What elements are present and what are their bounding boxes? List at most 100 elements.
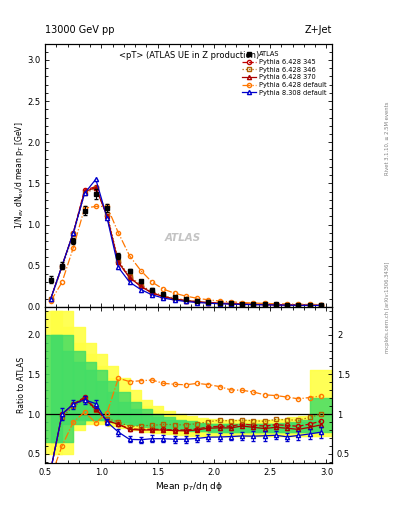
Pythia 8.308 default <box>307 302 312 308</box>
Pythia 6.428 345 <box>228 301 233 307</box>
Pythia 6.428 370 <box>195 299 199 305</box>
Pythia 6.428 370 <box>274 302 278 308</box>
Pythia 6.428 370 <box>296 302 301 308</box>
Pythia 6.428 default <box>48 298 53 304</box>
Pythia 6.428 default <box>172 290 177 296</box>
Pythia 6.428 370 <box>94 184 98 190</box>
Pythia 6.428 345 <box>251 301 256 307</box>
Pythia 8.308 default <box>48 295 53 302</box>
Pythia 6.428 default <box>251 300 256 306</box>
Pythia 6.428 370 <box>105 213 109 219</box>
Pythia 6.428 345 <box>127 274 132 280</box>
Pythia 6.428 default <box>105 203 109 209</box>
Pythia 6.428 346 <box>228 300 233 306</box>
Pythia 6.428 370 <box>150 290 154 296</box>
Pythia 8.308 default <box>285 302 289 308</box>
Pythia 6.428 default <box>71 245 76 251</box>
Pythia 6.428 345 <box>296 302 301 308</box>
Pythia 6.428 345 <box>138 283 143 289</box>
Pythia 6.428 346 <box>60 264 64 270</box>
Text: ATLAS: ATLAS <box>165 233 201 243</box>
Pythia 6.428 370 <box>217 300 222 306</box>
Text: Rivet 3.1.10, ≥ 2.5M events: Rivet 3.1.10, ≥ 2.5M events <box>385 101 389 175</box>
Pythia 6.428 370 <box>307 302 312 308</box>
Pythia 6.428 345 <box>318 302 323 308</box>
Pythia 6.428 370 <box>48 295 53 302</box>
Pythia 6.428 default <box>138 268 143 274</box>
Pythia 6.428 346 <box>82 190 87 196</box>
Line: Pythia 6.428 370: Pythia 6.428 370 <box>49 185 323 307</box>
Pythia 8.308 default <box>127 279 132 285</box>
Text: mcplots.cern.ch [arXiv:1306.3436]: mcplots.cern.ch [arXiv:1306.3436] <box>385 262 389 353</box>
Pythia 8.308 default <box>251 302 256 308</box>
Pythia 6.428 345 <box>48 295 53 302</box>
Pythia 8.308 default <box>172 297 177 303</box>
Pythia 6.428 370 <box>172 296 177 302</box>
Pythia 6.428 370 <box>60 263 64 269</box>
Pythia 6.428 345 <box>94 184 98 190</box>
Pythia 8.308 default <box>274 302 278 308</box>
Pythia 8.308 default <box>71 230 76 236</box>
Pythia 8.308 default <box>60 263 64 269</box>
Pythia 6.428 345 <box>206 300 211 306</box>
Pythia 6.428 345 <box>184 297 188 304</box>
Pythia 6.428 default <box>94 203 98 209</box>
Pythia 6.428 370 <box>318 302 323 308</box>
Line: Pythia 6.428 345: Pythia 6.428 345 <box>49 185 323 307</box>
Pythia 6.428 345 <box>307 302 312 308</box>
Line: Pythia 6.428 346: Pythia 6.428 346 <box>49 186 323 307</box>
Pythia 6.428 346 <box>195 298 199 305</box>
Pythia 6.428 default <box>82 205 87 211</box>
Pythia 6.428 default <box>228 299 233 305</box>
Pythia 8.308 default <box>161 295 166 301</box>
Pythia 6.428 default <box>206 297 211 303</box>
Pythia 6.428 346 <box>206 299 211 305</box>
Pythia 6.428 346 <box>127 273 132 280</box>
Pythia 6.428 346 <box>296 302 301 308</box>
Pythia 6.428 370 <box>127 274 132 281</box>
Pythia 8.308 default <box>184 298 188 305</box>
Pythia 6.428 370 <box>82 188 87 195</box>
Pythia 6.428 370 <box>240 301 244 307</box>
Pythia 8.308 default <box>206 300 211 306</box>
Line: Pythia 6.428 default: Pythia 6.428 default <box>49 204 323 307</box>
Text: 13000 GeV pp: 13000 GeV pp <box>45 25 115 35</box>
Pythia 8.308 default <box>138 286 143 292</box>
Pythia 6.428 346 <box>71 231 76 238</box>
Pythia 8.308 default <box>318 303 323 309</box>
Pythia 6.428 346 <box>274 302 278 308</box>
Pythia 6.428 345 <box>82 187 87 193</box>
Pythia 6.428 default <box>262 301 267 307</box>
Pythia 8.308 default <box>296 302 301 308</box>
Pythia 6.428 default <box>116 230 121 236</box>
Pythia 6.428 345 <box>71 230 76 236</box>
Pythia 6.428 default <box>307 302 312 308</box>
Pythia 6.428 345 <box>274 302 278 308</box>
Pythia 6.428 370 <box>285 302 289 308</box>
Pythia 6.428 345 <box>262 302 267 308</box>
Pythia 6.428 370 <box>262 302 267 308</box>
Pythia 6.428 default <box>60 279 64 285</box>
Pythia 6.428 346 <box>116 258 121 264</box>
Pythia 6.428 345 <box>240 301 244 307</box>
Pythia 6.428 default <box>274 301 278 307</box>
Pythia 6.428 370 <box>251 301 256 307</box>
Pythia 6.428 default <box>127 253 132 259</box>
Pythia 6.428 default <box>150 279 154 285</box>
Text: Z+Jet: Z+Jet <box>305 25 332 35</box>
Pythia 8.308 default <box>105 215 109 221</box>
Pythia 6.428 default <box>318 302 323 308</box>
X-axis label: Mean p$_{T}$/dη dϕ: Mean p$_{T}$/dη dϕ <box>155 480 222 493</box>
Pythia 6.428 345 <box>195 298 199 305</box>
Pythia 6.428 default <box>217 298 222 304</box>
Line: Pythia 8.308 default: Pythia 8.308 default <box>49 177 323 308</box>
Pythia 6.428 345 <box>161 293 166 300</box>
Pythia 8.308 default <box>228 301 233 307</box>
Pythia 6.428 346 <box>240 301 244 307</box>
Pythia 6.428 346 <box>138 282 143 288</box>
Pythia 6.428 346 <box>251 301 256 307</box>
Pythia 6.428 346 <box>172 295 177 302</box>
Pythia 6.428 346 <box>48 295 53 302</box>
Pythia 6.428 346 <box>105 211 109 217</box>
Pythia 8.308 default <box>262 302 267 308</box>
